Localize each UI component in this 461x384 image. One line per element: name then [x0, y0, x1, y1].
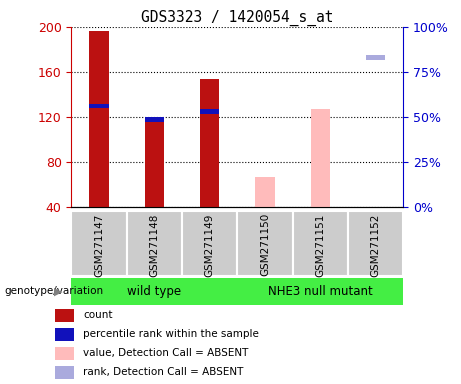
Text: count: count	[83, 310, 112, 320]
Bar	[55, 366, 74, 379]
Bar	[200, 109, 219, 114]
Text: GSM271148: GSM271148	[149, 213, 160, 276]
Bar	[145, 117, 164, 122]
Bar	[89, 104, 109, 108]
Text: NHE3 null mutant: NHE3 null mutant	[268, 285, 373, 298]
Text: percentile rank within the sample: percentile rank within the sample	[83, 329, 259, 339]
Bar	[293, 211, 348, 276]
Bar	[366, 55, 385, 60]
Bar	[55, 347, 74, 360]
Bar	[182, 211, 237, 276]
Text: GSM271150: GSM271150	[260, 213, 270, 276]
Bar	[71, 278, 237, 305]
Bar	[89, 31, 109, 207]
Bar	[255, 19, 275, 24]
Text: GSM271152: GSM271152	[371, 213, 381, 276]
Text: genotype/variation: genotype/variation	[5, 286, 104, 296]
Text: GSM271149: GSM271149	[205, 213, 215, 276]
Text: rank, Detection Call = ABSENT: rank, Detection Call = ABSENT	[83, 367, 243, 377]
Text: wild type: wild type	[127, 285, 182, 298]
Title: GDS3323 / 1420054_s_at: GDS3323 / 1420054_s_at	[141, 9, 334, 25]
Bar	[55, 309, 74, 322]
Bar	[348, 211, 403, 276]
Bar	[55, 328, 74, 341]
Bar	[127, 211, 182, 276]
Bar	[311, 109, 330, 207]
Text: value, Detection Call = ABSENT: value, Detection Call = ABSENT	[83, 348, 248, 358]
Text: GSM271147: GSM271147	[94, 213, 104, 276]
Text: ▶: ▶	[54, 286, 62, 296]
Bar	[71, 211, 127, 276]
Bar	[145, 119, 164, 207]
Bar	[237, 278, 403, 305]
Bar	[237, 211, 293, 276]
Text: GSM271151: GSM271151	[315, 213, 325, 276]
Bar	[200, 79, 219, 207]
Bar	[255, 177, 275, 207]
